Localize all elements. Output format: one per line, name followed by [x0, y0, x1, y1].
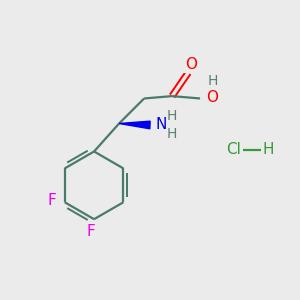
Text: H: H — [167, 109, 177, 122]
Text: O: O — [206, 89, 218, 104]
Polygon shape — [119, 121, 150, 129]
Text: F: F — [87, 224, 95, 239]
Text: O: O — [184, 57, 196, 72]
Text: H: H — [207, 74, 218, 88]
Text: Cl: Cl — [226, 142, 242, 158]
Text: F: F — [48, 193, 57, 208]
Text: H: H — [262, 142, 274, 158]
Text: N: N — [155, 117, 167, 132]
Text: H: H — [167, 127, 177, 141]
